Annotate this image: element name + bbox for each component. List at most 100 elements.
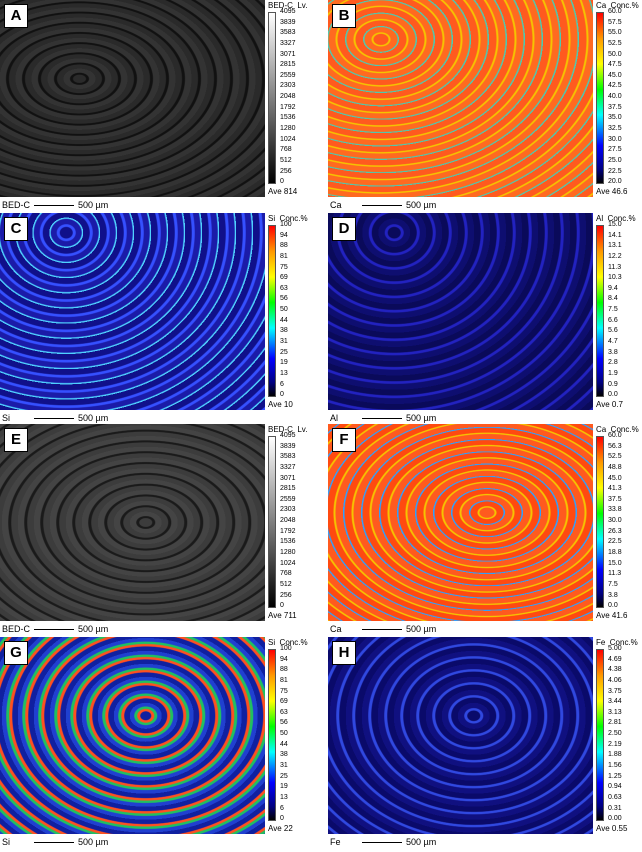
element-label: Fe [330, 837, 341, 847]
colorbar-tick-label: 2048 [280, 93, 296, 101]
colorbar-tick-label: 0 [280, 178, 284, 186]
colorbar-tick-label: 31 [280, 338, 288, 346]
colorbar-tick-label: 81 [280, 252, 288, 260]
scale-label: 500 µm [406, 200, 437, 210]
scale-label: 500 µm [406, 837, 437, 847]
colorbar-tick-label: 19 [280, 783, 288, 791]
colorbar-tick-label: 52.5 [608, 453, 622, 461]
colorbar-tick-label: 3583 [280, 29, 296, 37]
map-panel: F Ca Conc.% 60.0 56.3 52.5 48.8 45.0 41.3 37.5 33… [328, 424, 642, 636]
colorbar-tick-label: 6 [280, 804, 284, 812]
scale-bar [362, 418, 402, 419]
colorbar-tick-label: 38 [280, 751, 288, 759]
colorbar-tick-label: 81 [280, 676, 288, 684]
colorbar-tick-label: 32.5 [608, 125, 622, 133]
colorbar-tick-label: 1280 [280, 549, 296, 557]
colorbar-tick-label: 1024 [280, 559, 296, 567]
colorbar-tick-label: 0.63 [608, 793, 622, 801]
colorbar-tick-label: 41.3 [608, 485, 622, 493]
colorbar-tick-label: 7.5 [608, 580, 618, 588]
map-panel: E BED-C Lv. 4095 3839 3583 3327 3071 2815 2559 23… [0, 424, 314, 636]
scale-label: 500 µm [406, 413, 437, 423]
colorbar-tick-label: 15.0 [608, 221, 622, 228]
colorbar-tick-label: 512 [280, 156, 292, 164]
colorbar-tick-label: 30.0 [608, 517, 622, 525]
colorbar-tick-label: 4095 [280, 432, 296, 439]
colorbar-tick-label: 37.5 [608, 103, 622, 111]
colorbar [268, 225, 276, 397]
colorbar-tick-label: 0.0 [608, 602, 618, 610]
colorbar-tick-label: 25 [280, 348, 288, 356]
colorbar-tick-label: 38 [280, 327, 288, 335]
colorbar-tick-label: 88 [280, 666, 288, 674]
colorbar-tick-label: 3.8 [608, 348, 618, 356]
colorbar-header: BED-C Lv. [268, 425, 308, 434]
colorbar-tick-label: 22.5 [608, 538, 622, 546]
colorbar-tick-label: 26.3 [608, 527, 622, 535]
colorbar-tick-label: 4.38 [608, 666, 622, 674]
colorbar-tick-label: 4.69 [608, 655, 622, 663]
colorbar-tick-label: 60.0 [608, 8, 622, 15]
element-map: G [0, 637, 265, 834]
colorbar-tick-label: 0.31 [608, 804, 622, 812]
colorbar-tick-label: 14.1 [608, 231, 622, 239]
colorbar-tick-label: 1536 [280, 538, 296, 546]
colorbar-tick-label: 0.94 [608, 783, 622, 791]
colorbar-tick-label: 94 [280, 231, 288, 239]
colorbar-header: Fe Conc.% [596, 638, 638, 647]
colorbar-tick-label: 31 [280, 762, 288, 770]
colorbar-tick-label: 3071 [280, 474, 296, 482]
colorbar-tick-label: 1024 [280, 135, 296, 143]
colorbar-tick-label: 3327 [280, 463, 296, 471]
colorbar-tick-label: 50 [280, 306, 288, 314]
scale-bar [362, 629, 402, 630]
panel-label: A [4, 4, 28, 28]
colorbar-tick-label: 3.8 [608, 591, 618, 599]
colorbar-tick-label: 1536 [280, 114, 296, 122]
scale-bar [362, 842, 402, 843]
colorbar-tick-label: 0.9 [608, 380, 618, 388]
colorbar-tick-label: 0 [280, 602, 284, 610]
element-map: B [328, 0, 593, 197]
panel-label: E [4, 428, 28, 452]
colorbar-tick-label: 4.06 [608, 676, 622, 684]
colorbar-tick-label: 0 [280, 391, 284, 399]
colorbar-tick-label: 33.8 [608, 506, 622, 514]
colorbar-tick-label: 69 [280, 274, 288, 282]
colorbar-tick-label: 10.3 [608, 274, 622, 282]
colorbar-tick-label: 3327 [280, 39, 296, 47]
colorbar-tick-label: 768 [280, 570, 292, 578]
colorbar-tick-label: 2048 [280, 517, 296, 525]
colorbar-tick-label: 37.5 [608, 495, 622, 503]
element-map: H [328, 637, 593, 834]
colorbar-tick-label: 0 [280, 815, 284, 823]
average-value: Ave 10 [268, 400, 293, 409]
colorbar-tick-label: 94 [280, 655, 288, 663]
colorbar-tick-label: 69 [280, 698, 288, 706]
colorbar-tick-label: 3.75 [608, 687, 622, 695]
average-value: Ave 0.7 [596, 400, 623, 409]
colorbar-tick-label: 2.50 [608, 730, 622, 738]
panel-label: H [332, 641, 356, 665]
colorbar-tick-label: 55.0 [608, 29, 622, 37]
colorbar-tick-label: 8.4 [608, 295, 618, 303]
colorbar-tick-label: 2303 [280, 82, 296, 90]
colorbar-tick-label: 60.0 [608, 432, 622, 439]
element-label: Ca [330, 624, 342, 634]
colorbar-tick-label: 15.0 [608, 559, 622, 567]
element-map: A [0, 0, 265, 197]
panel-label: G [4, 641, 28, 665]
scale-label: 500 µm [78, 200, 109, 210]
element-label: Al [330, 413, 339, 423]
colorbar-header: Si Conc.% [268, 638, 308, 647]
colorbar-tick-label: 256 [280, 591, 292, 599]
scale-bar [34, 629, 74, 630]
scale-label: 500 µm [78, 413, 109, 423]
colorbar-tick-label: 2815 [280, 485, 296, 493]
colorbar-tick-label: 2.81 [608, 719, 622, 727]
colorbar-tick-label: 22.5 [608, 167, 622, 175]
colorbar-tick-label: 1.9 [608, 369, 618, 377]
colorbar-tick-label: 63 [280, 284, 288, 292]
colorbar-tick-label: 88 [280, 242, 288, 250]
